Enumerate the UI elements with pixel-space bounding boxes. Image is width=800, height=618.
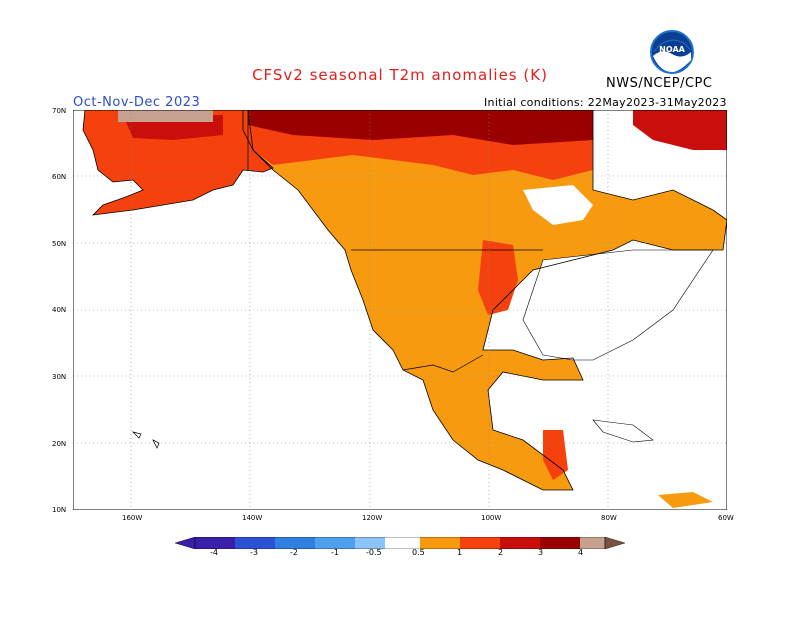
- colorbar-label: -1: [331, 548, 339, 557]
- lat-label-50n: 50N: [52, 240, 67, 248]
- eastern-us-land: [522, 249, 714, 361]
- forecast-period: Oct-Nov-Dec 2023: [73, 95, 201, 110]
- lon-label-100w: 100W: [481, 514, 502, 522]
- colorbar-label: -3: [250, 548, 258, 557]
- lat-label-70n: 70N: [52, 107, 67, 115]
- colorbar-label: -2: [290, 548, 298, 557]
- lon-label-140w: 140W: [242, 514, 263, 522]
- colorbar-label: 4: [578, 548, 584, 557]
- lon-label-80w: 80W: [601, 514, 617, 522]
- colorbar-label: 3: [538, 548, 544, 557]
- svg-text:NOAA: NOAA: [659, 45, 685, 54]
- colorbar: [175, 537, 625, 549]
- hudson-bay: [523, 185, 593, 225]
- lat-label-40n: 40N: [52, 306, 67, 314]
- alaska-anomaly: [83, 110, 273, 215]
- colorbar-label: 2: [498, 548, 504, 557]
- lat-label-60n: 60N: [52, 173, 67, 181]
- lon-label-160w: 160W: [122, 514, 143, 522]
- lon-label-120w: 120W: [362, 514, 383, 522]
- colorbar-label: 1: [457, 548, 463, 557]
- lat-label-10n: 10N: [52, 506, 67, 514]
- colorbar-label: -4: [210, 548, 218, 557]
- colorbar-label: -0.5: [366, 548, 382, 557]
- initial-conditions: Initial conditions: 22May2023-31May2023: [484, 96, 727, 109]
- lat-label-20n: 20N: [52, 440, 67, 448]
- plains-anomaly-red: [478, 240, 518, 315]
- colorbar-label: 0.5: [412, 548, 425, 557]
- agency-label: NWS/NCEP/CPC: [606, 76, 713, 91]
- lat-label-30n: 30N: [52, 373, 67, 381]
- lon-label-60w: 60W: [718, 514, 734, 522]
- chart-title: CFSv2 seasonal T2m anomalies (K): [252, 66, 548, 84]
- noaa-logo-icon: NOAA: [650, 30, 694, 74]
- anomaly-map: [73, 110, 727, 510]
